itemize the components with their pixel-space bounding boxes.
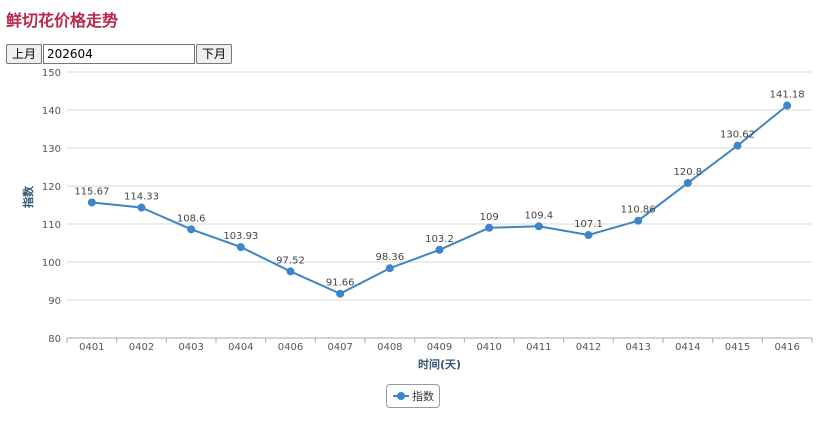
y-tick-label: 80	[48, 334, 61, 345]
x-tick-label: 0407	[327, 342, 352, 353]
month-navigator: 上月 下月	[6, 44, 233, 64]
x-tick-label: 0415	[725, 342, 750, 353]
x-tick-label: 0408	[377, 342, 402, 353]
data-label: 107.1	[574, 219, 603, 230]
legend-item-index[interactable]: 指数	[386, 384, 440, 408]
x-tick-label: 0409	[427, 342, 452, 353]
data-point[interactable]	[385, 264, 394, 273]
data-label: 114.33	[124, 192, 159, 203]
grid-lines	[67, 71, 812, 339]
x-tick-label: 0412	[576, 342, 601, 353]
data-point[interactable]	[683, 178, 692, 187]
data-label: 109	[480, 212, 499, 223]
series-polyline	[91, 104, 788, 295]
data-label: 98.36	[376, 252, 405, 263]
data-point[interactable]	[584, 231, 593, 240]
y-tick-label: 150	[42, 68, 61, 79]
x-tick-label: 0416	[774, 342, 799, 353]
page-title: 鲜切花价格走势	[6, 11, 119, 30]
next-month-button[interactable]: 下月	[196, 44, 233, 64]
data-label: 141.18	[770, 90, 805, 101]
data-label: 91.66	[326, 278, 355, 289]
x-tick-label: 0401	[79, 342, 104, 353]
data-point[interactable]	[87, 198, 96, 207]
legend-label: 指数	[412, 390, 434, 403]
y-tick-label: 120	[42, 182, 61, 193]
data-point[interactable]	[286, 267, 295, 276]
data-point[interactable]	[634, 216, 643, 225]
data-point[interactable]	[137, 203, 146, 212]
x-tick-label: 0402	[129, 342, 154, 353]
x-tick-label: 0413	[625, 342, 650, 353]
y-tick-label: 110	[42, 220, 61, 231]
data-label: 120.8	[674, 167, 703, 178]
data-point[interactable]	[733, 141, 742, 150]
x-tick-label: 0414	[675, 342, 700, 353]
data-label: 108.6	[177, 213, 206, 224]
data-point[interactable]	[187, 225, 196, 234]
x-tick-label: 0411	[526, 342, 551, 353]
y-tick-label: 90	[48, 296, 61, 307]
data-point[interactable]	[336, 289, 345, 298]
data-label: 103.2	[425, 234, 454, 245]
x-tick-label: 0404	[228, 342, 253, 353]
data-point[interactable]	[485, 223, 494, 232]
series-line: 115.67 114.33 108.6 103.93 97.52 91.66 98.36 10…	[74, 90, 805, 298]
y-tick-label: 140	[42, 106, 61, 117]
y-tick-label: 100	[42, 258, 61, 269]
x-axis-title: 时间(天)	[418, 357, 461, 371]
x-tick-label: 0403	[178, 342, 203, 353]
data-label: 97.52	[276, 255, 305, 266]
data-point[interactable]	[534, 222, 543, 231]
legend-line-marker-icon	[393, 391, 409, 401]
x-tick-label: 0410	[476, 342, 501, 353]
axes: 80 90 100 110 120 130 140 150 0401 0402 0403 0404 04…	[42, 68, 813, 353]
month-input[interactable]	[43, 44, 196, 64]
y-axis-title: 指数	[21, 185, 35, 208]
data-label: 103.93	[223, 231, 258, 242]
data-point[interactable]	[783, 101, 792, 110]
x-tick-label: 0406	[278, 342, 303, 353]
data-label: 109.4	[525, 210, 554, 221]
data-point[interactable]	[236, 243, 245, 252]
y-tick-label: 130	[42, 144, 61, 155]
data-label: 130.62	[720, 130, 755, 141]
prev-month-button[interactable]: 上月	[6, 44, 43, 64]
data-label: 110.86	[621, 205, 656, 216]
data-point[interactable]	[435, 245, 444, 254]
data-label: 115.67	[74, 186, 109, 197]
